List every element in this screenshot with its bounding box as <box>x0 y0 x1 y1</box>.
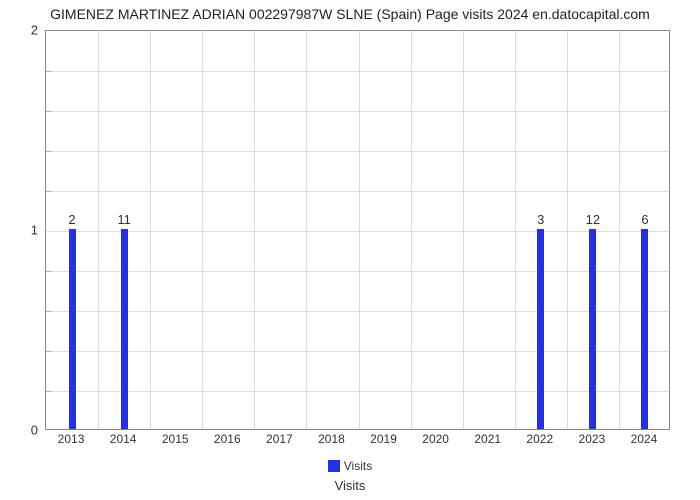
bar <box>69 229 76 429</box>
grid-line-v <box>254 31 255 429</box>
x-tick-label: 2017 <box>266 432 293 446</box>
y-minor-tick <box>46 111 51 112</box>
grid-line-v <box>359 31 360 429</box>
grid-line-h-minor <box>46 311 669 312</box>
bar <box>589 229 596 429</box>
bar-value-label: 3 <box>537 212 544 227</box>
grid-line-v <box>463 31 464 429</box>
bar-value-label: 11 <box>117 212 131 227</box>
grid-line-h-minor <box>46 191 669 192</box>
x-tick-label: 2018 <box>318 432 345 446</box>
y-tick-label: 1 <box>8 223 38 238</box>
grid-line-v <box>306 31 307 429</box>
bar <box>641 229 648 429</box>
bar-value-label: 6 <box>641 212 648 227</box>
x-tick-label: 2016 <box>214 432 241 446</box>
x-axis-title: Visits <box>0 478 700 493</box>
grid-line-v <box>98 31 99 429</box>
x-tick-label: 2023 <box>579 432 606 446</box>
y-minor-tick <box>46 351 51 352</box>
grid-line-v <box>619 31 620 429</box>
y-minor-tick <box>46 311 51 312</box>
y-minor-tick <box>46 271 51 272</box>
y-minor-tick <box>46 391 51 392</box>
grid-line-v <box>567 31 568 429</box>
grid-line-h-minor <box>46 71 669 72</box>
plot-area: 21100000003126 <box>45 30 670 430</box>
chart-title: GIMENEZ MARTINEZ ADRIAN 002297987W SLNE … <box>0 6 700 22</box>
x-tick-label: 2014 <box>110 432 137 446</box>
y-minor-tick <box>46 151 51 152</box>
y-tick-label: 0 <box>8 423 38 438</box>
grid-line-h-minor <box>46 151 669 152</box>
bar-value-label: 12 <box>586 212 600 227</box>
legend: Visits <box>0 458 700 473</box>
y-minor-tick <box>46 71 51 72</box>
x-tick-label: 2013 <box>58 432 85 446</box>
grid-line-v <box>411 31 412 429</box>
x-tick-label: 2024 <box>631 432 658 446</box>
bar-value-label: 2 <box>68 212 75 227</box>
x-tick-label: 2020 <box>422 432 449 446</box>
x-tick-label: 2022 <box>526 432 553 446</box>
grid-line-h <box>46 231 669 232</box>
x-tick-label: 2021 <box>474 432 501 446</box>
bar <box>121 229 128 429</box>
y-tick-label: 2 <box>8 23 38 38</box>
legend-label: Visits <box>344 459 372 473</box>
y-minor-tick <box>46 191 51 192</box>
grid-line-v <box>150 31 151 429</box>
x-tick-label: 2019 <box>370 432 397 446</box>
x-tick-label: 2015 <box>162 432 189 446</box>
legend-swatch <box>328 460 340 472</box>
chart-container: GIMENEZ MARTINEZ ADRIAN 002297987W SLNE … <box>0 0 700 500</box>
grid-line-h-minor <box>46 111 669 112</box>
grid-line-h-minor <box>46 351 669 352</box>
grid-line-h-minor <box>46 391 669 392</box>
bar <box>537 229 544 429</box>
grid-line-h-minor <box>46 271 669 272</box>
grid-line-v <box>515 31 516 429</box>
grid-line-v <box>202 31 203 429</box>
